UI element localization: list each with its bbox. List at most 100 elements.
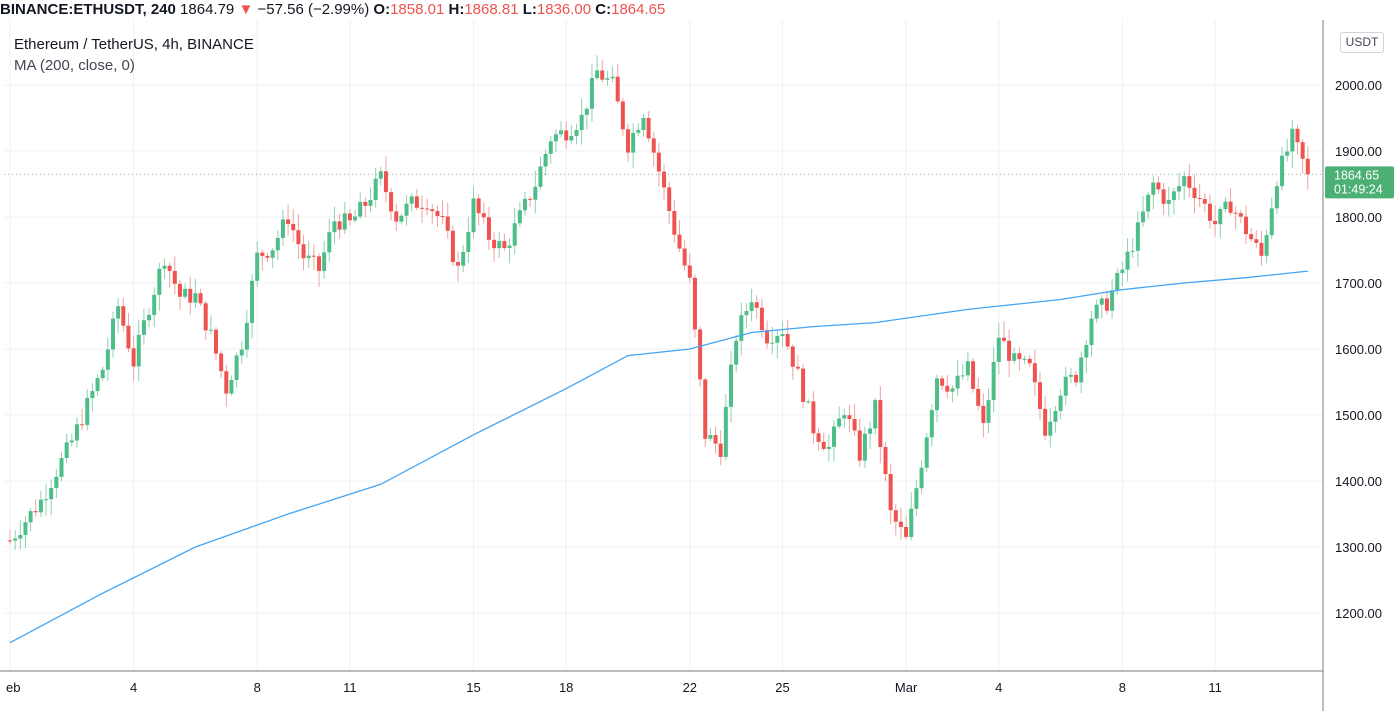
candle-body	[291, 224, 296, 231]
candle-body	[595, 70, 600, 79]
candle-body	[399, 215, 404, 222]
candle-body	[553, 134, 558, 142]
candle-body	[589, 78, 594, 109]
candle-body	[44, 499, 49, 501]
candle-body	[548, 141, 553, 154]
candle-body	[296, 230, 301, 245]
candle-body	[389, 192, 394, 212]
candle-body	[888, 473, 893, 511]
candle-body	[950, 388, 955, 392]
candle-body	[780, 334, 785, 337]
candle-body	[687, 265, 692, 278]
candle-body	[1300, 142, 1305, 159]
candle-body	[940, 378, 945, 386]
candle-body	[1146, 194, 1151, 212]
candle-body	[996, 337, 1001, 362]
candle-body	[507, 245, 512, 248]
candle-body	[1058, 395, 1063, 411]
x-tick-label: 15	[466, 680, 480, 695]
candle-body	[857, 430, 862, 461]
candle-body	[1264, 235, 1269, 256]
candle-body	[1084, 344, 1089, 358]
ma-200-line	[9, 270, 1308, 644]
candle-body	[1130, 250, 1135, 252]
y-tick-label: 1900.00	[1335, 144, 1382, 159]
candle-body	[729, 364, 733, 407]
candle-body	[378, 171, 383, 179]
chart-title[interactable]: Ethereum / TetherUS, 4h, BINANCE	[14, 36, 254, 53]
candle-body	[883, 447, 888, 474]
candle-body	[265, 255, 270, 258]
candle-body	[631, 132, 636, 153]
candle-body	[466, 232, 471, 252]
candle-body	[1182, 176, 1187, 187]
candle-body	[1305, 158, 1310, 175]
candle-body	[641, 117, 646, 130]
candle-body	[203, 303, 208, 331]
indicator-label[interactable]: MA (200, close, 0)	[14, 57, 135, 74]
candle-body	[214, 329, 218, 354]
candle-body	[445, 216, 450, 231]
candle-body	[816, 433, 821, 442]
candle-body	[538, 166, 543, 187]
candle-body	[909, 508, 914, 537]
candle-body	[1007, 340, 1012, 361]
candle-body	[543, 153, 548, 167]
candle-body	[945, 385, 950, 392]
candle-body	[353, 216, 358, 221]
last-price: 1864.79	[180, 1, 235, 18]
candle-body	[476, 198, 481, 214]
candle-body	[229, 379, 234, 394]
candle-body	[260, 252, 265, 256]
candle-body	[1012, 353, 1017, 361]
price-chart[interactable]: 1200.00 1300.00 1400.00 1500.00 1600.00 1700.…	[0, 20, 1400, 711]
candle-body	[795, 366, 800, 369]
candle-body	[286, 219, 291, 225]
candle-body	[1027, 358, 1032, 364]
candle-body	[121, 306, 126, 326]
candle-body	[1141, 211, 1145, 223]
x-tick-label: 11	[343, 680, 357, 695]
candle-body	[193, 293, 198, 303]
candle-body	[718, 443, 723, 457]
candle-body	[404, 203, 409, 216]
candle-body	[584, 108, 589, 115]
candle-body	[244, 322, 249, 350]
candle-body	[1156, 182, 1161, 190]
close-label: C:	[595, 1, 612, 18]
candle-body	[1295, 128, 1300, 143]
candle-body	[306, 255, 311, 259]
candle-body	[1269, 208, 1274, 236]
candle-body	[981, 405, 986, 423]
y-tick-label: 2000.00	[1335, 78, 1382, 93]
x-tick-label: 22	[683, 680, 697, 695]
candle-body	[1022, 358, 1027, 360]
candle-body	[342, 213, 347, 230]
candle-body	[806, 401, 811, 403]
candle-body	[250, 280, 255, 323]
x-tick-label: 11	[1208, 680, 1222, 695]
candle-body	[440, 216, 445, 218]
candle-body	[49, 488, 54, 500]
low-label: L:	[522, 1, 537, 18]
candle-body	[600, 70, 605, 80]
candle-body	[559, 130, 564, 135]
candle-body	[152, 294, 157, 315]
symbol-label[interactable]: BINANCE:ETHUSDT, 240	[0, 1, 176, 18]
candle-body	[486, 217, 491, 240]
candle-body	[1280, 155, 1285, 187]
candle-body	[280, 219, 285, 238]
currency-unit-button[interactable]: USDT	[1340, 32, 1384, 53]
candle-body	[188, 288, 193, 303]
candle-body	[332, 221, 337, 233]
candle-body	[1079, 357, 1084, 383]
candle-body	[739, 315, 744, 341]
candle-body	[1104, 298, 1109, 311]
candle-body	[1017, 353, 1022, 360]
candle-body	[1192, 187, 1197, 199]
candle-body	[450, 230, 455, 263]
candle-body	[893, 510, 898, 522]
candle-body	[1202, 198, 1207, 204]
candle-body	[692, 277, 697, 330]
x-tick-label: 18	[559, 680, 573, 695]
